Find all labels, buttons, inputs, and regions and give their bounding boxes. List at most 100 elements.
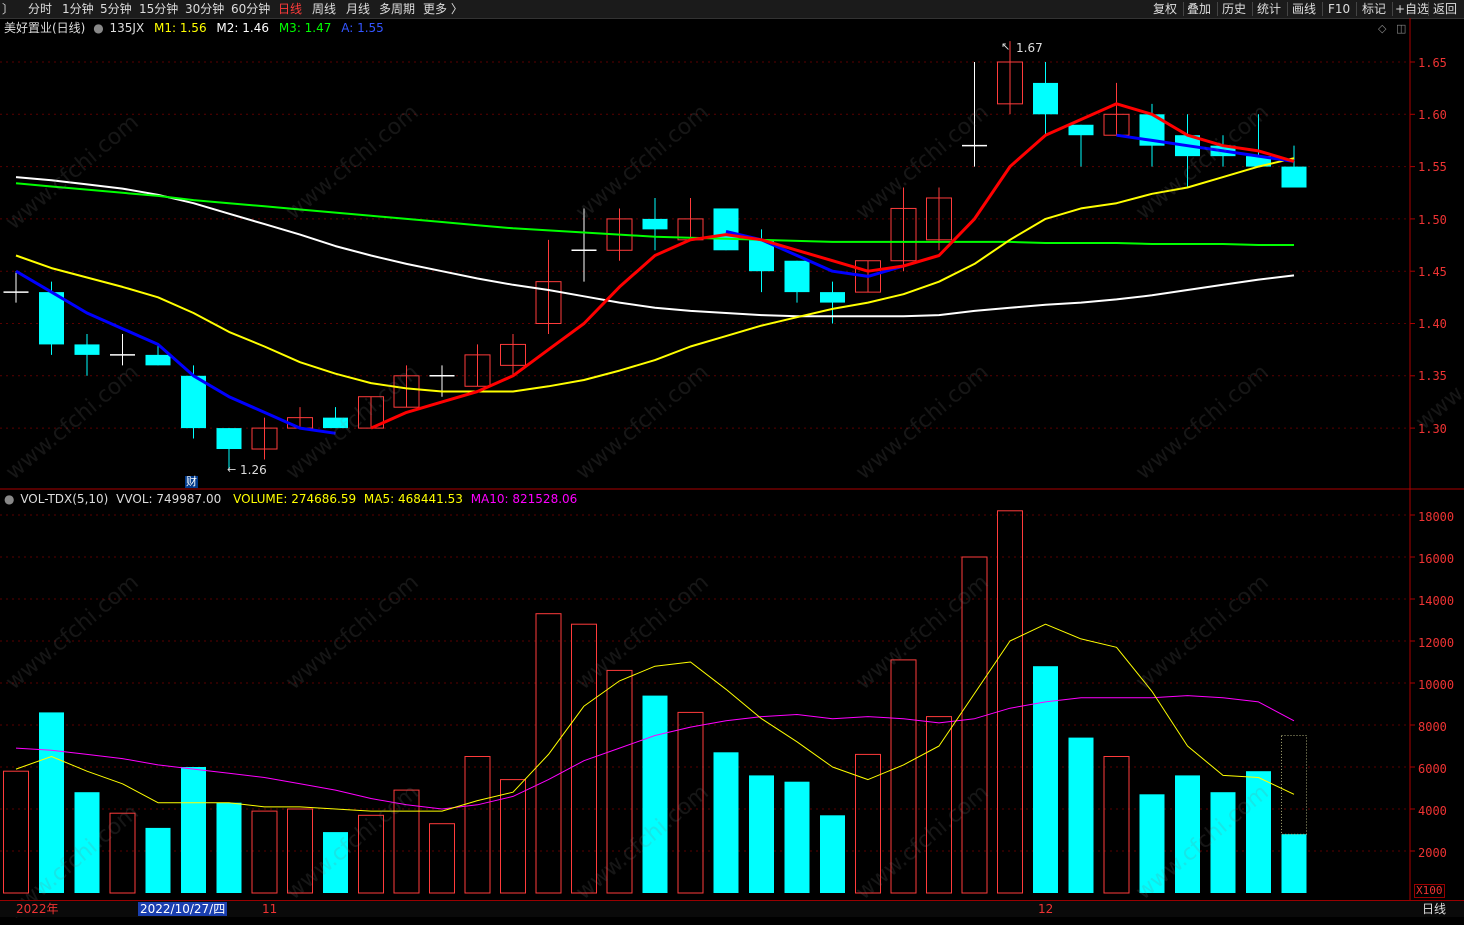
period-indicator: 日线 xyxy=(1422,902,1447,916)
volume-projection xyxy=(1281,735,1307,835)
volume-bar-down xyxy=(713,752,739,893)
volume-bar-up xyxy=(997,510,1023,894)
ma5-value: MA5: 468441.53 xyxy=(363,492,463,506)
period-tab-more[interactable]: 更多 〉 xyxy=(423,2,463,16)
divider xyxy=(1428,2,1429,16)
vvol-value: VVOL: 749987.00 xyxy=(116,492,222,506)
cursor-date-label: 2022/10/27/四 xyxy=(138,902,228,916)
stats-button[interactable]: 统计 xyxy=(1257,2,1282,16)
vol-ma5-line xyxy=(15,623,1295,812)
date-axis-bar: 2022年 2022/10/27/四 11 12 日线 xyxy=(0,900,1464,917)
volume-tick: 16000 xyxy=(1418,552,1455,566)
f10-button[interactable]: F10 xyxy=(1328,2,1351,16)
panel-toggle-icon[interactable]: ◫ xyxy=(1396,22,1407,35)
candle-body-down xyxy=(713,208,739,251)
overlay-button[interactable]: 叠加 xyxy=(1187,2,1212,16)
period-tab-fenshi[interactable]: 分时 xyxy=(28,2,53,16)
diamond-icon[interactable]: ◇ xyxy=(1378,22,1387,35)
settings-dot-icon[interactable]: ● xyxy=(93,21,104,35)
financial-report-marker[interactable]: 财 xyxy=(185,475,198,488)
candle-body-up xyxy=(997,61,1023,105)
candle-body-down xyxy=(145,354,171,366)
volume-tick: 10000 xyxy=(1418,678,1455,692)
indicator-name[interactable]: 135JX xyxy=(109,21,145,35)
volume-bar-up xyxy=(429,823,455,894)
period-tab-5min[interactable]: 5分钟 xyxy=(100,2,132,16)
volume-bar-down xyxy=(323,832,348,893)
period-tab-daily[interactable]: 日线 xyxy=(278,2,303,16)
volume-bar-up xyxy=(535,613,562,894)
volume-bar-up xyxy=(606,669,633,894)
volume-bar-down xyxy=(39,712,64,893)
divider xyxy=(1217,2,1218,16)
volume-bar-up xyxy=(500,779,526,894)
volume-bar-up xyxy=(251,810,278,894)
volume-bar-down xyxy=(749,775,774,893)
period-tab-60min[interactable]: 60分钟 xyxy=(231,2,271,16)
divider xyxy=(1287,2,1288,16)
a-line xyxy=(1116,133,1295,163)
m3-line xyxy=(15,182,1294,246)
volume-bar-down xyxy=(1139,794,1165,893)
volume-bar-down xyxy=(1175,775,1200,893)
candle-body-down xyxy=(39,292,64,345)
divider xyxy=(1183,2,1184,16)
price-tick: 1.35 xyxy=(1418,369,1447,383)
a-value: A: 1.55 xyxy=(341,21,384,35)
low-price-label: 1.26 xyxy=(240,463,267,477)
candle-body-down xyxy=(181,375,206,429)
volume-tick: 2000 xyxy=(1418,846,1447,860)
volume-tick: 4000 xyxy=(1418,804,1447,818)
candle-body-down xyxy=(1281,166,1307,188)
draw-line-button[interactable]: 画线 xyxy=(1292,2,1317,16)
price-indicator-header: 美好置业(日线) ● 135JX M1: 1.56 M2: 1.46 M3: 1… xyxy=(0,20,384,36)
period-tab-monthly[interactable]: 月线 xyxy=(346,2,371,16)
candle-body-up xyxy=(464,354,491,387)
volume-bar-up xyxy=(287,808,313,894)
candle-body-down xyxy=(1033,82,1058,115)
volume-bar-up xyxy=(3,770,29,894)
volume-bar-up xyxy=(109,812,136,894)
period-tab-multi[interactable]: 多周期 xyxy=(379,2,416,16)
volume-bar-down xyxy=(1033,666,1058,893)
stock-name[interactable]: 美好置业(日线) xyxy=(4,21,86,35)
period-tab-15min[interactable]: 15分钟 xyxy=(139,2,179,16)
vol-ma10-line xyxy=(15,695,1295,810)
volume-value: VOLUME: 274686.59 xyxy=(233,492,357,506)
period-tab-30min[interactable]: 30分钟 xyxy=(185,2,225,16)
volume-indicator-header: ● VOL-TDX(5,10) VVOL: 749987.00 VOLUME: … xyxy=(0,491,577,507)
volume-bar-up xyxy=(961,556,988,894)
volume-bar-up xyxy=(464,756,491,894)
period-tab-1min[interactable]: 1分钟 xyxy=(62,2,94,16)
m1-line xyxy=(370,102,1295,430)
volume-tick: 18000 xyxy=(1418,510,1455,524)
add-watchlist-button[interactable]: +自选 xyxy=(1395,2,1430,16)
period-tab-weekly[interactable]: 周线 xyxy=(312,2,337,16)
volume-bar-down xyxy=(1246,771,1271,893)
candle-body-down xyxy=(820,292,845,303)
candle-body-down xyxy=(1246,156,1271,167)
volume-bar-up xyxy=(855,753,881,894)
divider xyxy=(1356,2,1357,16)
volume-bar-down xyxy=(181,767,206,893)
volume-bar-down xyxy=(820,815,845,893)
price-tick: 1.60 xyxy=(1418,108,1447,122)
volume-bar-down xyxy=(642,695,668,893)
fuquan-button[interactable]: 复权 xyxy=(1153,2,1178,16)
settings-dot-icon[interactable]: ● xyxy=(4,492,15,506)
kline-chart[interactable] xyxy=(0,0,1464,900)
price-tick: 1.65 xyxy=(1418,56,1447,70)
volume-bar-up xyxy=(358,814,384,894)
menu-icon[interactable]: 〕 xyxy=(2,2,15,16)
back-button[interactable]: 返回 xyxy=(1433,2,1458,16)
volume-bar-up xyxy=(926,716,952,894)
candle-body-up xyxy=(926,197,952,241)
mark-button[interactable]: 标记 xyxy=(1362,2,1387,16)
month-label-12: 12 xyxy=(1038,902,1054,916)
history-button[interactable]: 历史 xyxy=(1222,2,1247,16)
candle-body-down xyxy=(1068,124,1094,136)
volume-bar-down xyxy=(1281,834,1307,893)
volume-indicator-name[interactable]: VOL-TDX(5,10) xyxy=(20,492,109,506)
divider xyxy=(1322,2,1323,16)
volume-bar-down xyxy=(1210,792,1236,893)
